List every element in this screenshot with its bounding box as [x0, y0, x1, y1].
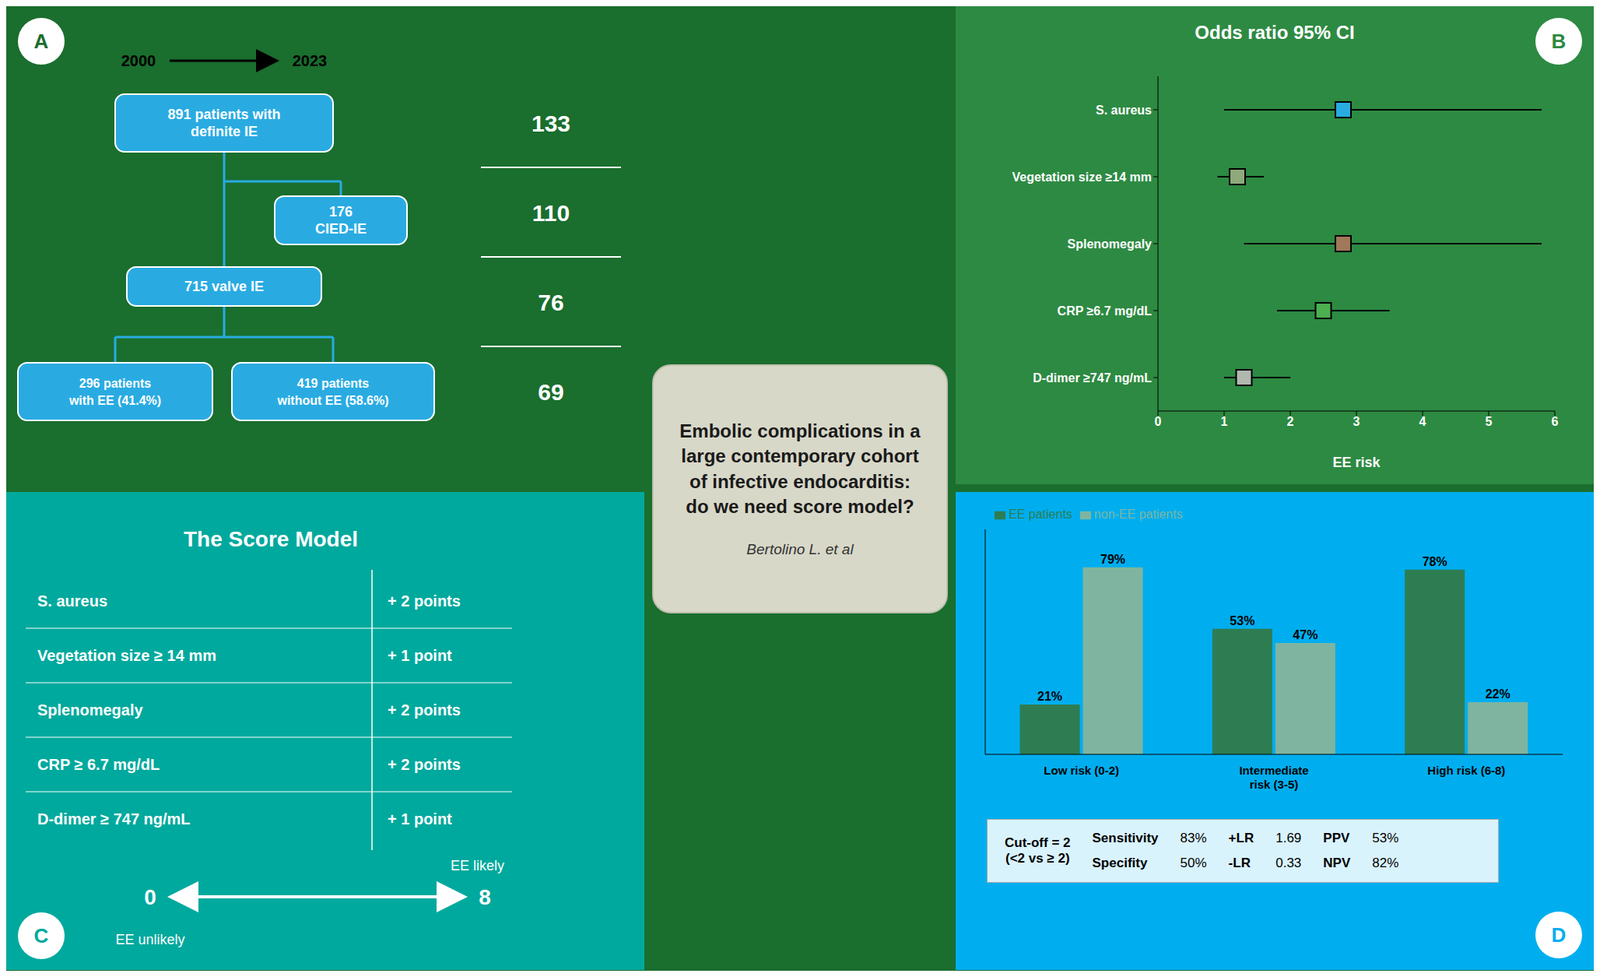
svg-text:419 patientswithout EE (58.6%): 419 patientswithout EE (58.6%)	[276, 376, 389, 408]
html-text:non-EE patients: non-EE patients	[1094, 507, 1183, 521]
svg-text:133: 133	[531, 110, 571, 137]
svg-text:D: D	[1551, 922, 1567, 947]
svg-text:D-dimer ≥ 747 ng/mL: D-dimer ≥ 747 ng/mL	[37, 810, 191, 828]
svg-text:+ 2 points: + 2 points	[387, 592, 461, 610]
svg-text:A: A	[34, 29, 50, 53]
html-text:PPV: PPV	[1323, 830, 1350, 846]
html-text:83%: 83%	[1180, 830, 1207, 846]
svg-text:EE risk: EE risk	[1332, 454, 1381, 471]
svg-text:+ 1 point: + 1 point	[387, 646, 453, 664]
svg-text:S. aureus: S. aureus	[37, 592, 108, 610]
svg-text:Low risk (0-2): Low risk (0-2)	[1043, 763, 1120, 777]
svg-text:2: 2	[1287, 414, 1295, 429]
svg-text:176CIED-IE: 176CIED-IE	[315, 203, 367, 237]
html-text:82%: 82%	[1372, 855, 1399, 871]
svg-text:EE likely: EE likely	[450, 857, 505, 874]
svg-text:53%: 53%	[1229, 614, 1255, 628]
svg-text:The Score Model: The Score Model	[183, 526, 358, 551]
html-text:+LR: +LR	[1228, 830, 1254, 846]
svg-text:0: 0	[1154, 414, 1162, 429]
svg-text:69: 69	[537, 378, 564, 405]
svg-text:4: 4	[1419, 414, 1427, 429]
svg-text:Vegetation size ≥14 mm: Vegetation size ≥14 mm	[1011, 170, 1152, 184]
svg-text:110: 110	[532, 200, 570, 226]
svg-text:715 valve IE: 715 valve IE	[184, 278, 264, 295]
svg-text:Intermediaterisk (3-5): Intermediaterisk (3-5)	[1238, 763, 1309, 791]
svg-text:47%: 47%	[1292, 628, 1318, 642]
svg-text:+ 1 point: + 1 point	[387, 810, 453, 828]
svg-text:Splenomegaly: Splenomegaly	[37, 701, 144, 719]
svg-text:2023: 2023	[292, 52, 328, 70]
svg-text:+ 2 points: + 2 points	[387, 701, 461, 719]
svg-text:76: 76	[537, 289, 564, 316]
svg-text:C: C	[34, 923, 50, 948]
svg-text:296 patientswith EE (41.4%): 296 patientswith EE (41.4%)	[68, 376, 162, 408]
svg-text:CRP ≥6.7 mg/dL: CRP ≥6.7 mg/dL	[1057, 304, 1153, 318]
svg-text:1: 1	[1221, 414, 1229, 429]
svg-text:0: 0	[143, 884, 157, 909]
html-text:0.33: 0.33	[1275, 855, 1302, 871]
svg-text:S. aureus: S. aureus	[1095, 103, 1152, 117]
svg-text:22%: 22%	[1485, 687, 1511, 701]
html-text:1.69: 1.69	[1275, 830, 1302, 846]
html-text:50%: 50%	[1180, 855, 1207, 871]
svg-text:6: 6	[1551, 414, 1559, 429]
svg-text:D-dimer ≥747 ng/mL: D-dimer ≥747 ng/mL	[1032, 371, 1152, 385]
html-text:Bertolino L. et al: Bertolino L. et al	[746, 541, 854, 558]
svg-text:8: 8	[478, 884, 492, 909]
html-text:Specifity: Specifity	[1092, 855, 1148, 871]
html-text:53%: 53%	[1372, 830, 1399, 846]
svg-text:Vegetation size ≥ 14 mm: Vegetation size ≥ 14 mm	[37, 646, 217, 664]
html-text:-LR: -LR	[1228, 855, 1251, 871]
svg-text:21%: 21%	[1037, 689, 1063, 703]
html-text:NPV: NPV	[1323, 855, 1351, 871]
svg-text:2000: 2000	[121, 52, 157, 70]
html-text:EE patients: EE patients	[1008, 507, 1073, 521]
svg-text:891 patients withdefinite IE: 891 patients withdefinite IE	[167, 106, 281, 140]
svg-text:CRP ≥ 6.7 mg/dL: CRP ≥ 6.7 mg/dL	[37, 755, 160, 773]
svg-text:79%: 79%	[1100, 552, 1126, 566]
html-text:Odds ratio 95% CI: Odds ratio 95% CI	[1194, 21, 1355, 43]
svg-text:5: 5	[1485, 414, 1493, 429]
html-text:Sensitivity: Sensitivity	[1092, 830, 1159, 846]
svg-text:EE unlikely: EE unlikely	[115, 931, 185, 948]
svg-text:+ 2 points: + 2 points	[387, 755, 461, 773]
svg-text:78%: 78%	[1422, 554, 1448, 569]
svg-text:3: 3	[1353, 414, 1361, 429]
svg-text:High risk (6-8): High risk (6-8)	[1427, 763, 1506, 777]
html-text:Cut-off = 2 (<2 vs ≥ 2): Cut-off = 2 (<2 vs ≥ 2)	[1004, 835, 1071, 866]
svg-text:Splenomegaly: Splenomegaly	[1067, 237, 1153, 251]
html-text:Embolic complications in a lar: Embolic complications in a large contemp…	[679, 420, 921, 517]
svg-text:B: B	[1551, 29, 1567, 53]
